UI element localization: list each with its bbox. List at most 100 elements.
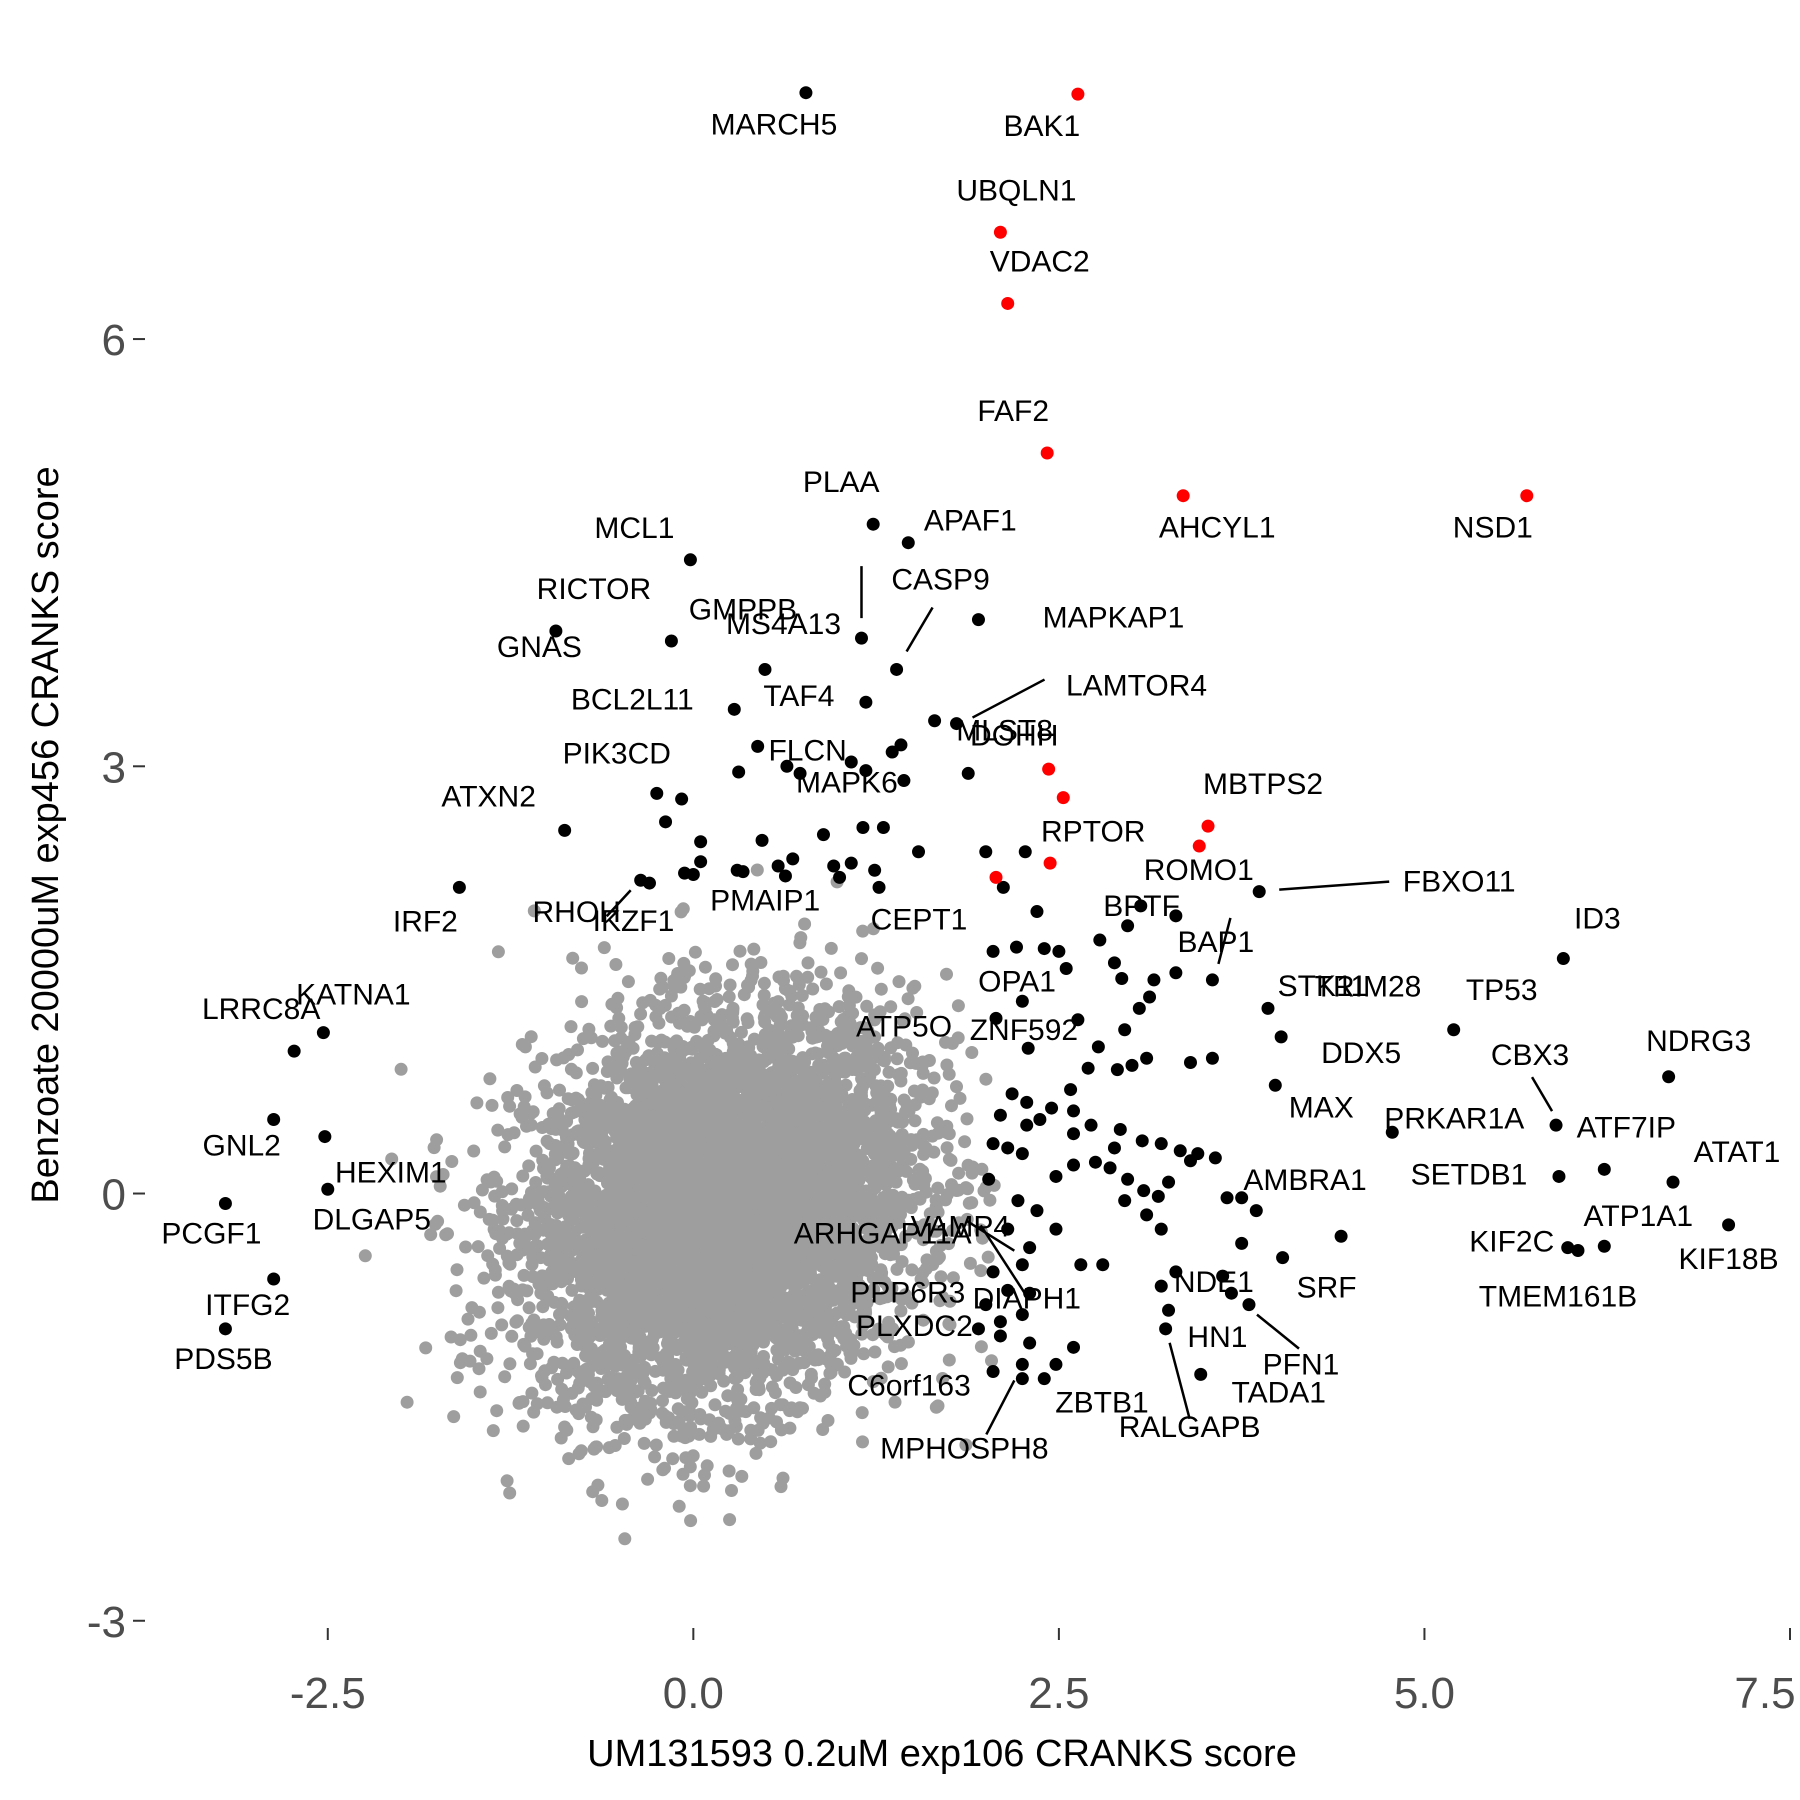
background-point (569, 1066, 583, 1080)
background-point (726, 958, 739, 972)
background-point (496, 1212, 510, 1226)
background-point (586, 1420, 600, 1434)
background-point (866, 1375, 880, 1389)
background-point (631, 1058, 645, 1071)
background-point (524, 1118, 538, 1132)
background-point (564, 1020, 578, 1034)
background-point (486, 1257, 500, 1271)
background-point (701, 1033, 715, 1047)
background-point (697, 1479, 711, 1493)
background-point (882, 1065, 896, 1079)
background-point (439, 1228, 453, 1242)
background-point (801, 970, 815, 984)
background-point (522, 1159, 536, 1173)
background-point (488, 1268, 502, 1282)
background-point (473, 1205, 487, 1219)
background-point (891, 1115, 905, 1129)
background-point (546, 1107, 560, 1120)
background-point (568, 1225, 582, 1239)
background-point (757, 1011, 771, 1025)
background-point (806, 982, 820, 996)
background-point (871, 961, 885, 975)
background-point (791, 1310, 805, 1324)
background-point (757, 988, 771, 1002)
background-point (595, 1034, 609, 1048)
background-point (688, 945, 702, 959)
background-point (831, 1027, 845, 1040)
background-point (562, 1048, 576, 1061)
background-point (794, 931, 808, 945)
background-point (881, 1360, 895, 1374)
background-point (857, 1347, 871, 1361)
background-point (610, 1046, 624, 1060)
background-point (550, 1335, 564, 1349)
background-point (475, 1183, 489, 1197)
background-point (740, 1012, 754, 1026)
background-point (555, 1382, 569, 1396)
background-point (472, 1305, 486, 1319)
background-point (358, 1249, 372, 1263)
background-point (708, 1398, 722, 1412)
background-point (698, 960, 712, 974)
background-point (841, 990, 855, 1004)
background-point (945, 1099, 958, 1113)
background-point (652, 1016, 666, 1030)
background-point (960, 1112, 974, 1126)
background-point (790, 1009, 804, 1022)
background-point (944, 1153, 958, 1167)
background-point (983, 1193, 997, 1207)
background-point (874, 1240, 888, 1254)
background-point (859, 1306, 873, 1320)
background-point (445, 1155, 459, 1168)
background-point (881, 1079, 895, 1093)
background-point (684, 1514, 698, 1528)
background-point (538, 1364, 552, 1378)
background-point (720, 1427, 734, 1441)
background-point (931, 1181, 945, 1195)
background-point (945, 1036, 959, 1050)
background-point (750, 863, 764, 877)
background-point (490, 1404, 504, 1418)
background-point (925, 1129, 939, 1143)
background-point (785, 989, 799, 1003)
background-point (683, 1015, 697, 1028)
background-point (503, 1486, 517, 1500)
background-point (523, 1357, 537, 1371)
background-point (725, 1484, 738, 1497)
background-point (931, 1205, 945, 1219)
background-point (894, 1357, 908, 1371)
background-point (666, 1452, 680, 1466)
background-point (940, 967, 953, 981)
background-point (726, 1015, 740, 1029)
background-point (671, 1402, 685, 1416)
background-point (534, 1201, 548, 1215)
background-point (433, 1179, 447, 1193)
background-point (575, 995, 589, 1009)
background-point (974, 1340, 988, 1354)
background-point (550, 1053, 564, 1067)
background-point (553, 1083, 566, 1097)
background-point (450, 1371, 464, 1385)
background-point (905, 1263, 919, 1277)
background-point (739, 1068, 753, 1082)
background-point (807, 1386, 821, 1400)
background-point (505, 1329, 519, 1343)
background-point (885, 1219, 899, 1233)
background-point (673, 1016, 686, 1030)
background-point (400, 1395, 414, 1409)
background-point (559, 1130, 573, 1144)
background-point (602, 1063, 616, 1077)
background-point (789, 1381, 803, 1394)
background-point (671, 1006, 685, 1020)
background-point (527, 904, 541, 918)
background-point (526, 1105, 540, 1119)
background-point (875, 1325, 889, 1339)
background-point (485, 1098, 499, 1112)
background-point (940, 1141, 954, 1155)
background-point (725, 1080, 739, 1094)
background-point (648, 1364, 662, 1378)
background-point (473, 1344, 487, 1358)
background-point (814, 965, 828, 979)
background-point (582, 1022, 596, 1036)
background-point (574, 1444, 588, 1458)
